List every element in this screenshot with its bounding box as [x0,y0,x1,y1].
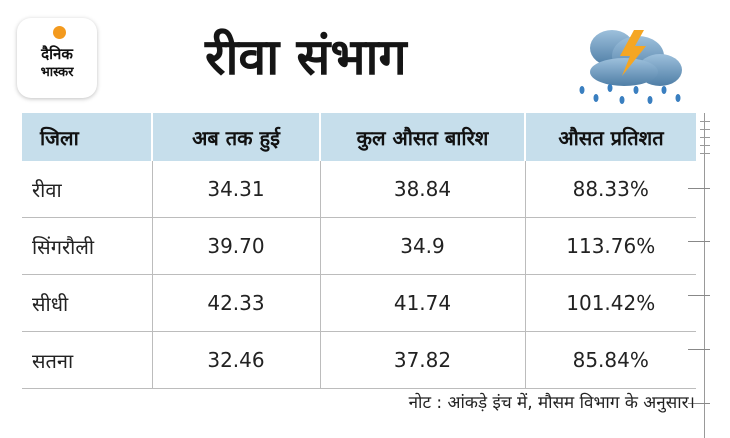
cell-district: सतना [22,331,153,389]
cell-total-average: 38.84 [320,161,526,218]
table-header-row: जिला अब तक हुई कुल औसत बारिश औसत प्रतिशत [22,113,696,161]
cell-total-average: 37.82 [320,331,526,389]
cell-district: रीवा [22,161,153,218]
cell-total-average: 34.9 [320,217,526,275]
cell-rainfall-so-far: 34.31 [152,161,321,218]
header-rainfall-so-far: अब तक हुई [152,113,321,161]
table-row: सतना 32.46 37.82 85.84% [22,331,696,389]
logo: दैनिक भास्कर [17,18,97,98]
cell-total-average: 41.74 [320,274,526,332]
logo-line2: भास्कर [40,65,74,80]
rainfall-table: जिला अब तक हुई कुल औसत बारिश औसत प्रतिशत… [22,113,696,389]
cell-percentage: 85.84% [525,331,696,389]
cell-district: सिंगरौली [22,217,153,275]
cell-percentage: 88.33% [525,161,696,218]
logo-sun-icon [53,26,66,39]
decorative-ruler [688,113,710,438]
header-district: जिला [22,113,153,161]
cell-percentage: 101.42% [525,274,696,332]
logo-line1: दैनिक [41,45,73,63]
cell-percentage: 113.76% [525,217,696,275]
cell-rainfall-so-far: 42.33 [152,274,321,332]
page-title: रीवा संभाग [205,28,407,86]
cell-rainfall-so-far: 39.70 [152,217,321,275]
table-row: सिंगरौली 39.70 34.9 113.76% [22,217,696,275]
header-average-percentage: औसत प्रतिशत [525,113,696,161]
cloud-lightning-rain-icon [579,30,682,104]
table-row: सीधी 42.33 41.74 101.42% [22,274,696,332]
cell-rainfall-so-far: 32.46 [152,331,321,389]
cell-district: सीधी [22,274,153,332]
table-row: रीवा 34.31 38.84 88.33% [22,161,696,218]
header-total-average-rainfall: कुल औसत बारिश [320,113,526,161]
footnote: नोट : आंकड़े इंच में, मौसम विभाग के अनुस… [408,393,695,413]
